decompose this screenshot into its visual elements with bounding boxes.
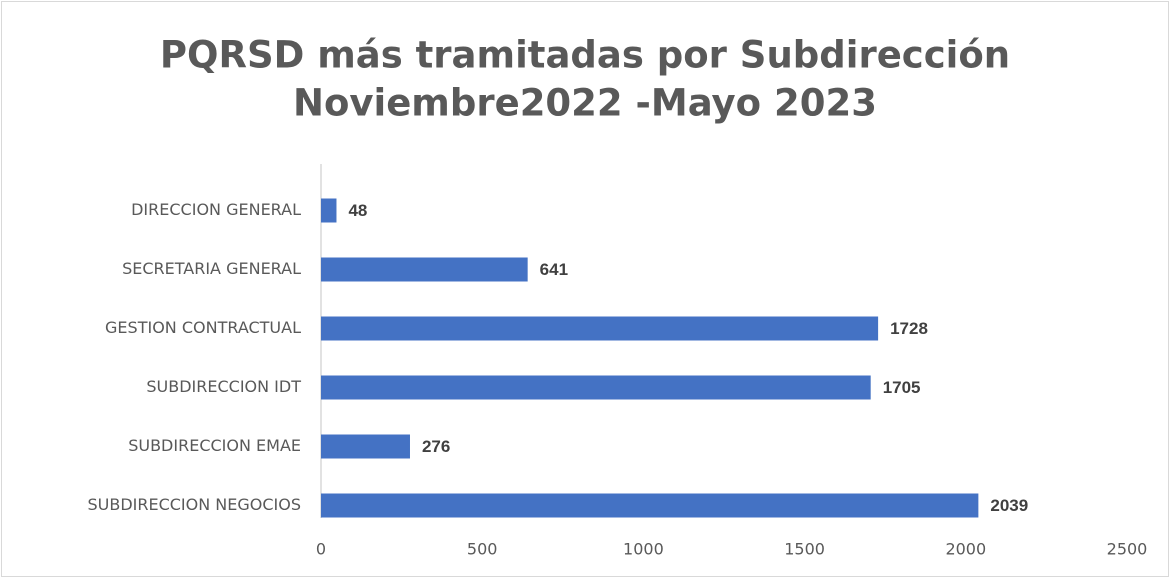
- bar: [321, 257, 528, 282]
- bar: [321, 493, 979, 518]
- x-tick-label: 1500: [784, 540, 825, 559]
- data-label: 1728: [890, 319, 928, 338]
- y-tick-label: SUBDIRECCION IDT: [146, 377, 301, 396]
- chart-title: Noviembre2022 -Mayo 2023: [293, 82, 877, 125]
- data-label: 48: [348, 201, 367, 220]
- bar: [321, 316, 879, 341]
- y-tick-label: SUBDIRECCION EMAE: [128, 436, 301, 455]
- bar: [321, 198, 337, 223]
- chart-title: PQRSD más tramitadas por Subdirección: [160, 34, 1010, 77]
- y-tick-label: GESTION CONTRACTUAL: [105, 318, 301, 337]
- y-tick-label: SECRETARIA GENERAL: [122, 259, 301, 278]
- data-label: 1705: [883, 378, 921, 397]
- x-tick-label: 500: [467, 540, 498, 559]
- y-tick-label: DIRECCION GENERAL: [131, 200, 301, 219]
- x-tick-label: 2000: [945, 540, 986, 559]
- data-label: 2039: [990, 496, 1028, 515]
- data-label: 276: [422, 437, 450, 456]
- bar: [321, 375, 871, 400]
- x-tick-label: 0: [316, 540, 326, 559]
- bar: [321, 434, 410, 459]
- y-tick-label: SUBDIRECCION NEGOCIOS: [87, 495, 301, 514]
- data-label: 641: [540, 260, 568, 279]
- x-tick-label: 2500: [1107, 540, 1148, 559]
- x-tick-label: 1000: [623, 540, 664, 559]
